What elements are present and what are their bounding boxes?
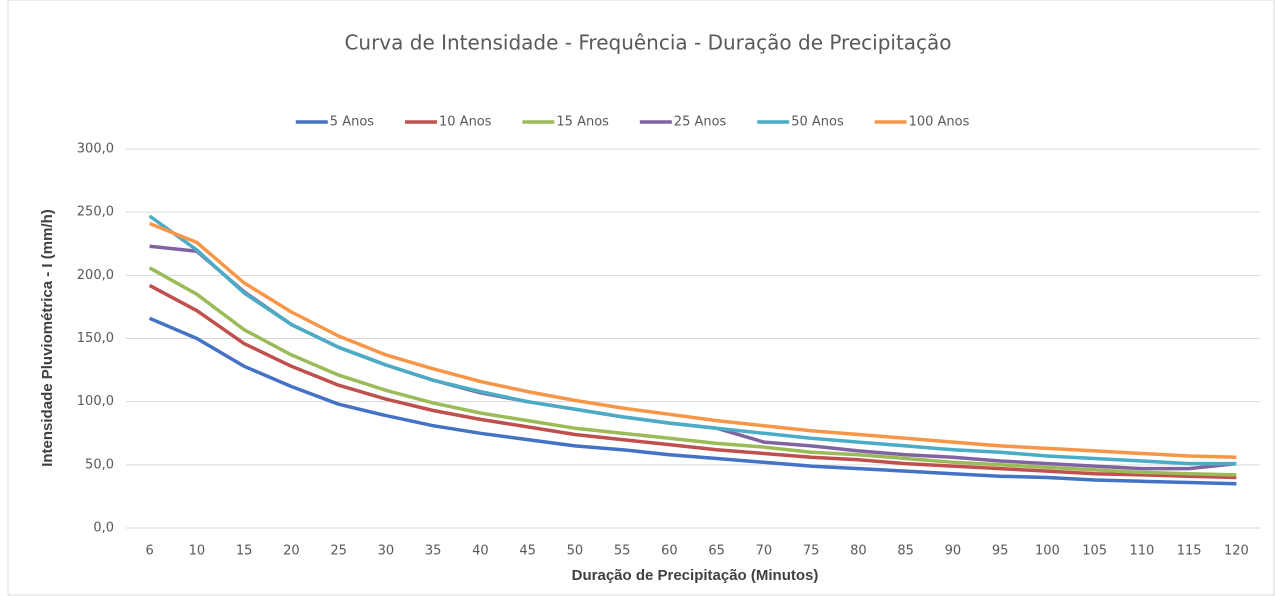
x-tick-label: 45 xyxy=(519,544,536,559)
chart-title: Curva de Intensidade - Frequência - Dura… xyxy=(344,31,951,55)
y-tick-label: 150,0 xyxy=(77,331,114,346)
y-tick-label: 250,0 xyxy=(77,205,114,220)
x-tick-label: 15 xyxy=(236,544,253,559)
y-tick-label: 300,0 xyxy=(77,142,114,157)
series-line xyxy=(148,214,1237,466)
legend-label: 5 Anos xyxy=(330,115,374,130)
series-line xyxy=(148,283,1237,480)
y-tick-label: 50,0 xyxy=(85,457,114,472)
x-tick-label: 55 xyxy=(614,544,631,559)
series-line xyxy=(148,221,1237,460)
x-tick-label: 75 xyxy=(803,544,820,559)
chart-frame xyxy=(7,0,1275,596)
x-tick-label: 20 xyxy=(283,544,300,559)
x-tick-label: 50 xyxy=(567,544,584,559)
x-tick-label: 80 xyxy=(850,544,867,559)
y-axis-title: Intensidade Pluviométrica - I (mm/h) xyxy=(39,209,56,467)
x-tick-label: 6 xyxy=(145,544,153,559)
x-tick-label: 60 xyxy=(661,544,678,559)
x-tick-label: 10 xyxy=(189,544,206,559)
x-tick-label: 30 xyxy=(378,544,395,559)
x-tick-label: 105 xyxy=(1082,544,1107,559)
y-tick-label: 100,0 xyxy=(77,394,114,409)
x-axis-title: Duração de Precipitação (Minutos) xyxy=(572,567,819,584)
series-line xyxy=(148,316,1237,486)
legend-label: 15 Anos xyxy=(556,115,609,130)
x-tick-label: 100 xyxy=(1035,544,1060,559)
x-tick-label: 40 xyxy=(472,544,489,559)
y-tick-label: 200,0 xyxy=(77,268,114,283)
y-tick-label: 0,0 xyxy=(93,521,114,536)
legend-label: 10 Anos xyxy=(439,115,492,130)
series-line xyxy=(149,244,1237,471)
x-tick-label: 65 xyxy=(708,544,725,559)
x-tick-label: 120 xyxy=(1224,544,1249,559)
x-tick-label: 115 xyxy=(1177,544,1202,559)
x-tick-label: 90 xyxy=(945,544,962,559)
legend-label: 25 Anos xyxy=(674,115,727,130)
x-tick-label: 85 xyxy=(897,544,914,559)
x-tick-label: 25 xyxy=(330,544,347,559)
x-tick-label: 35 xyxy=(425,544,442,559)
legend-label: 50 Anos xyxy=(791,115,844,130)
series-line xyxy=(148,266,1237,477)
x-tick-label: 110 xyxy=(1129,544,1154,559)
x-tick-label: 95 xyxy=(992,544,1009,559)
x-tick-label: 70 xyxy=(756,544,773,559)
legend-label: 100 Anos xyxy=(909,115,970,130)
